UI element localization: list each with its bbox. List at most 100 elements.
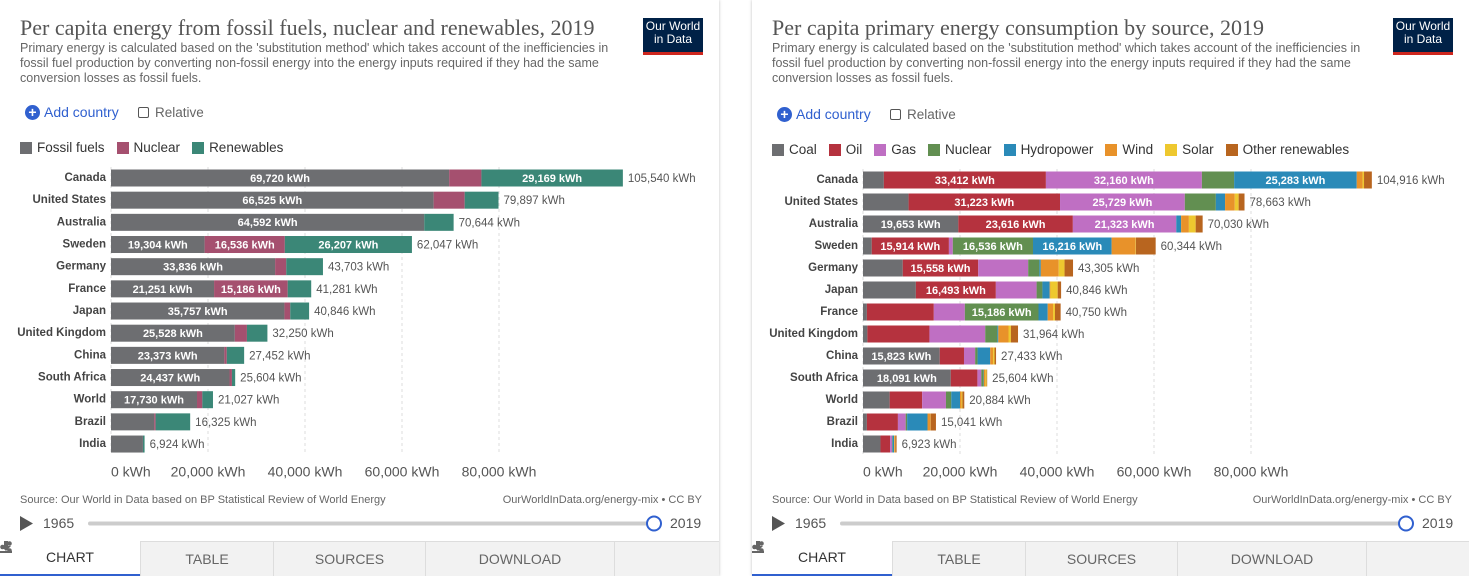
legend-item[interactable]: Oil	[828, 142, 863, 157]
legend-label: Other renewables	[1242, 142, 1350, 157]
bar-segment	[983, 369, 986, 387]
legend-label: Oil	[845, 142, 863, 157]
license-link[interactable]: OurWorldInData.org/energy-mix • CC BY	[1252, 494, 1452, 506]
category-label: China	[826, 350, 859, 362]
timeline-end: 2019	[1422, 515, 1454, 531]
bar-segment	[863, 281, 916, 299]
bar-segment	[993, 347, 995, 365]
tab[interactable]: SOURCES	[273, 541, 425, 576]
bar-segment	[863, 259, 903, 277]
bar-segment	[866, 413, 898, 431]
bar-segment	[284, 236, 412, 254]
timeline-handle[interactable]	[1398, 515, 1414, 532]
category-label: India	[831, 438, 858, 450]
category-label: Canada	[816, 174, 858, 186]
segment-label: 25,729 kWh	[1092, 197, 1152, 209]
tab[interactable]	[0, 541, 719, 576]
x-tick-label: 40,000 kWh	[268, 464, 343, 480]
category-label: Sweden	[63, 239, 106, 251]
tab[interactable]: TABLE	[892, 541, 1025, 576]
segment-label: 25,283 kWh	[1265, 175, 1325, 187]
logo-line: Our World	[1395, 19, 1451, 33]
bar-segment	[433, 191, 465, 209]
legend-swatch	[828, 143, 841, 156]
segment-label: 25,528 kWh	[143, 328, 203, 340]
bar-segment	[945, 391, 952, 409]
bar-segment	[111, 191, 434, 209]
legend-item[interactable]: Nuclear	[116, 140, 180, 155]
bar-segment	[863, 171, 884, 189]
x-tick-label: 20,000 kWh	[171, 464, 246, 480]
bar-segment	[962, 391, 965, 409]
total-label: 25,604 kWh	[240, 373, 301, 385]
legend-item[interactable]: Solar	[1165, 142, 1214, 157]
total-label: 32,250 kWh	[272, 328, 333, 340]
logo-line: in Data	[653, 32, 693, 46]
segment-label: 18,091 kWh	[877, 373, 937, 385]
bar-segment	[995, 281, 1037, 299]
relative-toggle[interactable]: Relative	[138, 105, 204, 120]
bar-segment	[111, 280, 215, 298]
bar-segment	[234, 324, 247, 342]
license-link[interactable]: OurWorldInData.org/energy-mix • CC BY	[502, 494, 702, 506]
legend-item[interactable]: Nuclear	[928, 142, 992, 157]
total-label: 21,027 kWh	[218, 395, 279, 407]
tab[interactable]	[752, 541, 1469, 576]
share-icon	[0, 541, 12, 553]
legend-item[interactable]: Fossil fuels	[20, 140, 105, 155]
bar-segment	[863, 303, 867, 321]
tab[interactable]: TABLE	[140, 541, 273, 576]
bar-segment	[111, 369, 230, 387]
bar-segment	[111, 324, 235, 342]
legend-item[interactable]: Gas	[874, 142, 916, 157]
timeline-handle[interactable]	[646, 515, 662, 532]
legend-swatch	[1105, 143, 1118, 156]
tab[interactable]: CHART	[0, 541, 140, 576]
bar-segment	[1238, 193, 1245, 211]
tab-label: DOWNLOAD	[478, 550, 562, 567]
tab-label: SOURCES	[1066, 550, 1137, 567]
legend-swatch	[874, 143, 887, 156]
bar-segment	[1181, 215, 1189, 233]
bar-segment	[922, 391, 946, 409]
tab[interactable]: DOWNLOAD	[752, 541, 1366, 576]
bar-segment	[975, 347, 978, 365]
bar-segment	[880, 435, 891, 453]
bar-segment	[1072, 215, 1177, 233]
relative-label: Relative	[907, 107, 956, 122]
relative-toggle[interactable]: Relative	[890, 107, 956, 122]
logo-line: Our World	[645, 19, 701, 33]
add-country-button[interactable]: + Add country	[777, 106, 871, 122]
total-label: 25,604 kWh	[992, 373, 1053, 385]
bar-segment	[994, 347, 997, 365]
legend-item[interactable]: Wind	[1105, 142, 1153, 157]
total-label: 27,452 kWh	[249, 350, 310, 362]
category-label: Australia	[809, 218, 859, 230]
add-country-button[interactable]: + Add country	[25, 104, 119, 120]
tab-bar: CHART TABLE SOURCES DOWNLOAD	[0, 541, 719, 576]
bar-segment	[960, 391, 962, 409]
bar-segment	[1036, 281, 1043, 299]
timeline-start: 1965	[795, 515, 827, 531]
bar-segment	[1225, 193, 1235, 211]
legend-item[interactable]: Renewables	[192, 140, 283, 155]
legend-label: Solar	[1182, 142, 1214, 157]
total-label: 16,325 kWh	[195, 417, 256, 429]
segment-label: 16,216 kWh	[1042, 241, 1102, 253]
legend-item[interactable]: Other renewables	[1225, 142, 1350, 157]
legend-item[interactable]: Hydropower	[1003, 142, 1093, 157]
legend-item[interactable]: Coal	[772, 142, 817, 157]
category-label: United Kingdom	[769, 328, 858, 340]
tab-label: SOURCES	[314, 550, 385, 567]
legend-label: Gas	[891, 142, 917, 157]
tab[interactable]: CHART	[752, 541, 892, 576]
tab[interactable]: DOWNLOAD	[0, 541, 614, 576]
chart-svg: 0 kWh 20,000 kWh 40,000 kWh 60,000 kWh 80,00…	[17, 167, 696, 532]
total-label: 79,897 kWh	[504, 195, 565, 207]
bar-segment	[978, 259, 1029, 277]
chart-subtitle: Primary energy is calculated based on th…	[772, 41, 1361, 85]
tab[interactable]: SOURCES	[1025, 541, 1177, 576]
segment-label: 23,373 kWh	[138, 350, 198, 362]
bar-segment	[1111, 237, 1136, 255]
